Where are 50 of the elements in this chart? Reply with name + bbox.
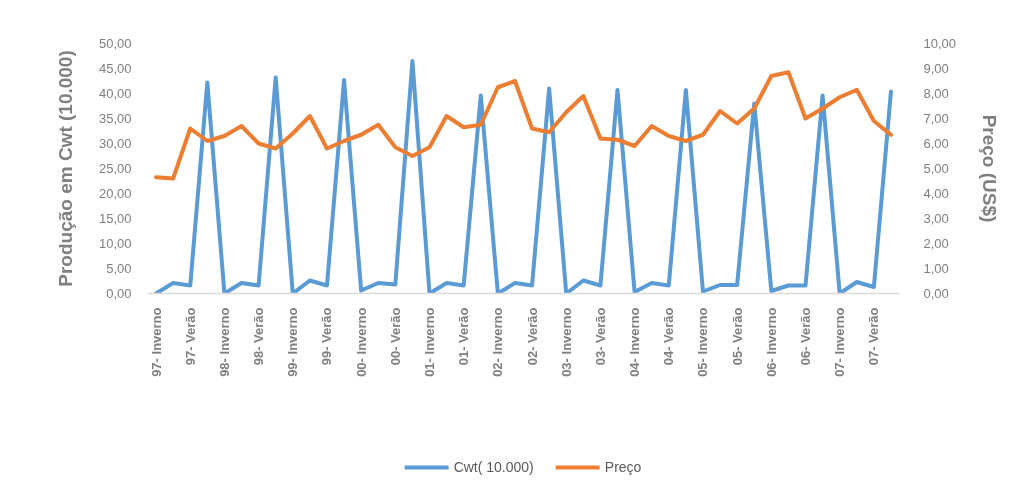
x-tick-label: 05- Inverno bbox=[695, 307, 711, 377]
y2-tick-label: 0,00 bbox=[923, 286, 949, 301]
line-series bbox=[154, 70, 893, 181]
y2-tick-label: 7,00 bbox=[923, 111, 949, 126]
x-tick-label: 97- Inverno bbox=[148, 307, 164, 377]
legend-label: Preço bbox=[604, 459, 642, 475]
x-tick-label: 97- Verão bbox=[182, 307, 198, 366]
x-tick-label: 02- Verão bbox=[524, 307, 540, 366]
y-tick-label: 0,00 bbox=[106, 286, 132, 301]
x-tick-label: 03- Inverno bbox=[558, 307, 574, 377]
x-tick-label: 07- Verão bbox=[866, 307, 882, 366]
y-tick-label: 30,00 bbox=[98, 136, 132, 151]
y2-tick-label: 3,00 bbox=[923, 211, 949, 226]
x-tick-label: 99- Inverno bbox=[285, 307, 301, 377]
y-tick-label: 15,00 bbox=[98, 211, 132, 226]
y2-tick-label: 2,00 bbox=[923, 236, 949, 251]
y2-tick-label: 1,00 bbox=[923, 261, 949, 276]
y-tick-label: 50,00 bbox=[98, 36, 132, 51]
line-series bbox=[154, 59, 893, 294]
y-axis-title: Produção em Cwt (10.000) bbox=[54, 50, 76, 287]
y2-axis-title: Preço (US$) bbox=[979, 114, 1001, 223]
x-tick-label: 04- Verão bbox=[661, 307, 677, 366]
y2-tick-label: 9,00 bbox=[923, 61, 949, 76]
x-tick-label: 06- Verão bbox=[798, 307, 813, 366]
y-tick-label: 40,00 bbox=[98, 86, 132, 101]
x-tick-label: 00- Inverno bbox=[353, 307, 369, 377]
y2-tick-label: 6,00 bbox=[923, 136, 949, 151]
x-tick-label: 98- Verão bbox=[251, 307, 267, 366]
y-tick-label: 5,00 bbox=[106, 261, 132, 276]
y2-tick-label: 5,00 bbox=[923, 161, 949, 176]
legend-label: Cwt( 10.000) bbox=[453, 459, 534, 475]
x-tick-label: 01- Inverno bbox=[422, 307, 437, 377]
y-tick-label: 45,00 bbox=[98, 61, 132, 76]
x-tick-label: 06- Inverno bbox=[763, 307, 779, 377]
x-tick-label: 02- Inverno bbox=[490, 307, 506, 377]
x-tick-label: 05- Verão bbox=[729, 307, 745, 366]
x-tick-label: 98- Inverno bbox=[216, 307, 232, 377]
x-tick-label: 04- Inverno bbox=[627, 307, 643, 377]
y2-tick-label: 8,00 bbox=[923, 86, 949, 101]
x-tick-label: 07- Inverno bbox=[832, 307, 848, 377]
y-tick-label: 20,00 bbox=[98, 186, 132, 201]
y-tick-label: 10,00 bbox=[98, 236, 132, 251]
y-tick-label: 25,00 bbox=[98, 161, 132, 176]
y2-tick-label: 10,00 bbox=[923, 36, 957, 51]
x-tick-label: 99- Verão bbox=[319, 307, 335, 366]
x-tick-label: 00- Verão bbox=[387, 307, 403, 366]
y2-tick-label: 4,00 bbox=[923, 186, 949, 201]
y-tick-label: 35,00 bbox=[98, 111, 132, 126]
x-tick-label: 03- Verão bbox=[592, 307, 608, 366]
x-tick-label: 01- Verão bbox=[456, 307, 472, 366]
